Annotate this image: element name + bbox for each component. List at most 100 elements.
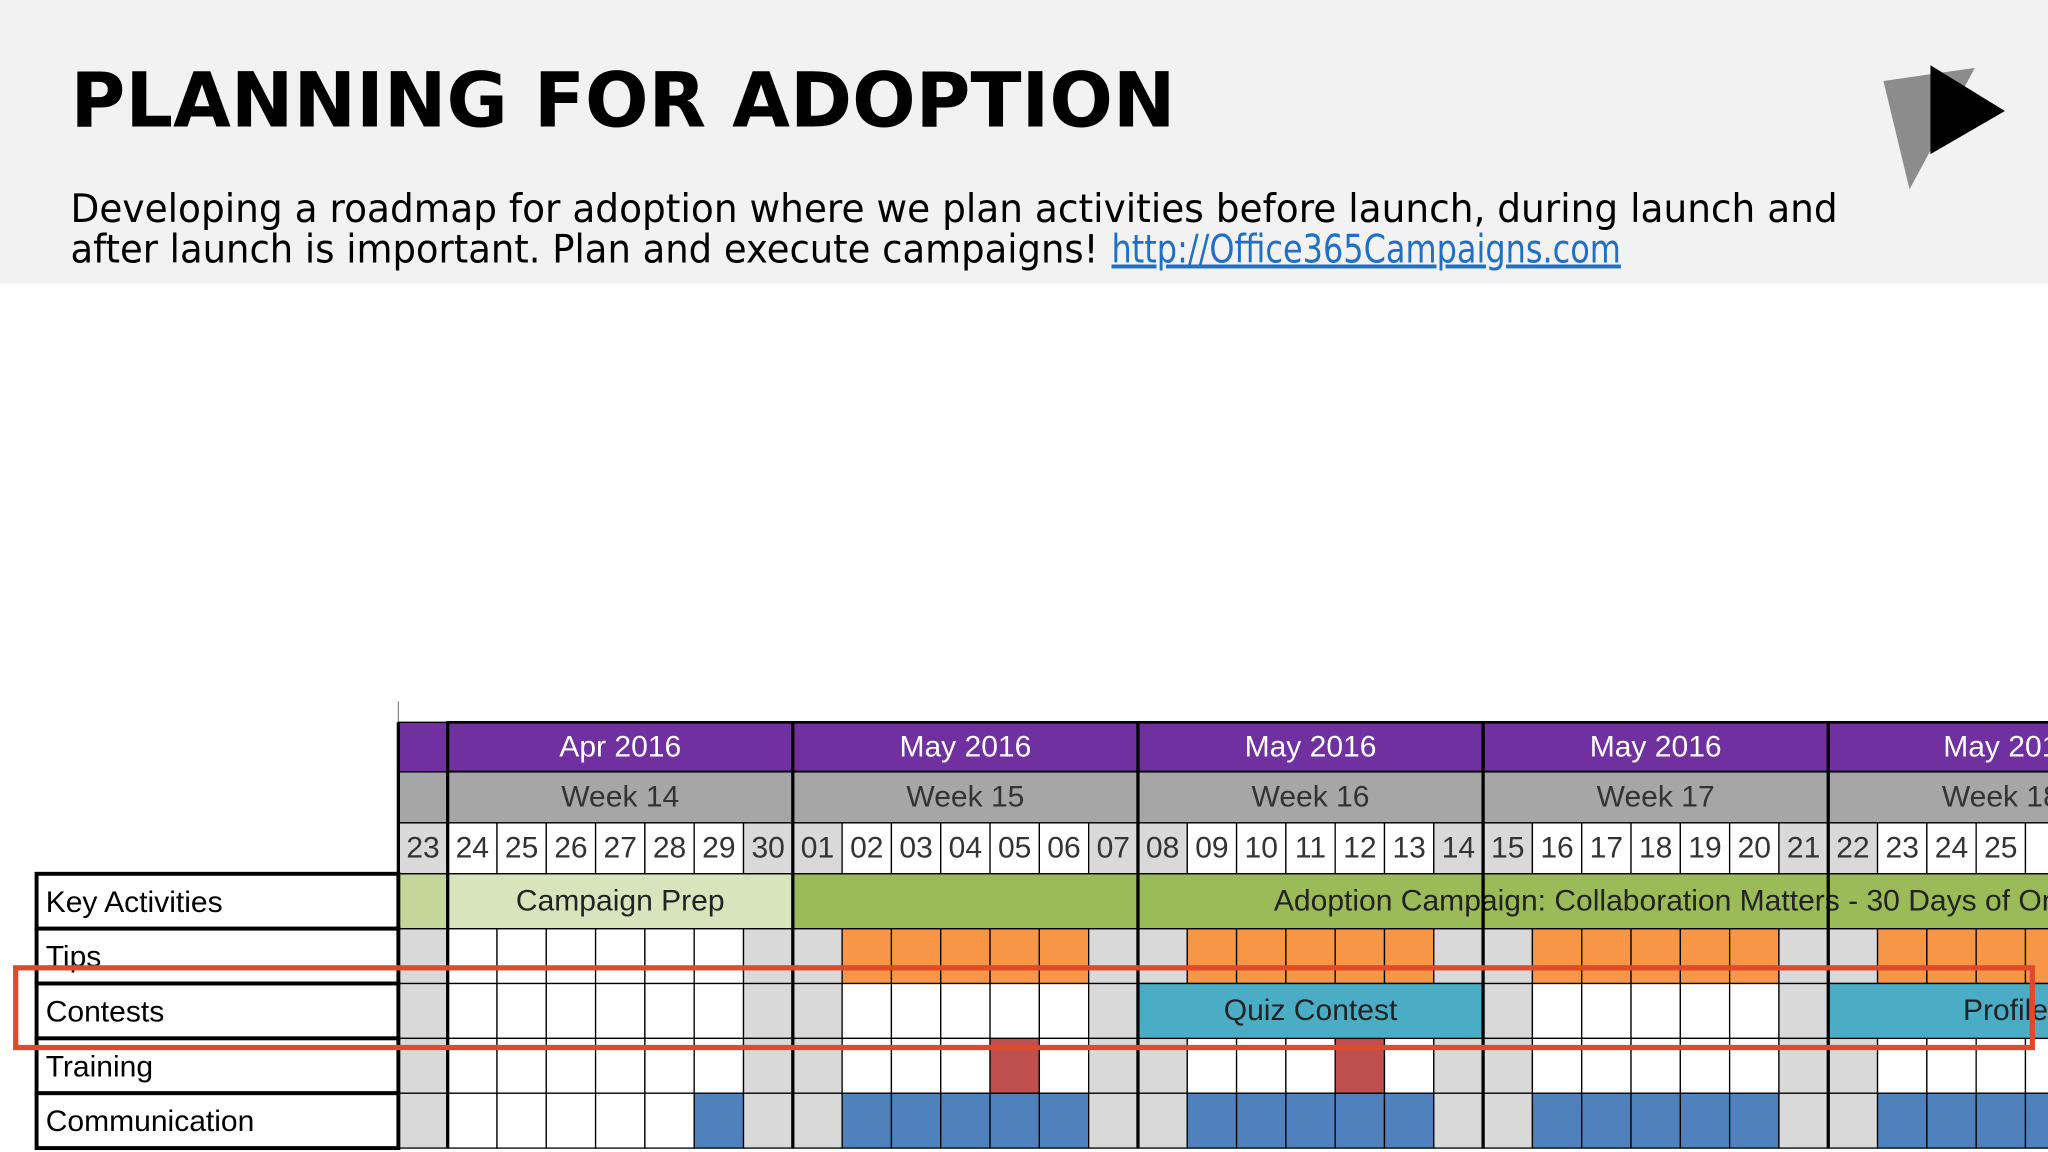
cell [1334,822,1386,875]
cell [1235,927,1287,985]
cell [1235,822,1287,875]
day-label: 26 [554,832,587,865]
cell [1975,822,2027,875]
day-label: 24 [456,832,489,865]
day-label: 20 [1738,832,1771,865]
day-label: 25 [1984,832,2017,865]
cell [594,822,646,875]
day-label: 05 [998,832,1031,865]
bar-label: Campaign Prep [516,884,725,917]
cell [545,822,597,875]
cell [1827,927,1879,985]
cell [545,927,597,985]
cell [1630,982,1681,1040]
month-label: May 2016 [899,730,1031,763]
cell [1433,927,1484,985]
cell [742,927,794,985]
cell [1285,822,1336,875]
cell [940,822,991,875]
cell [1482,927,1534,985]
cell [1531,1092,1583,1149]
cell [1482,1092,1534,1149]
cell [1630,927,1681,985]
day-label: 02 [850,832,883,865]
row-label-cell [34,1091,401,1151]
cell [841,927,893,985]
week-label: Week 15 [906,781,1024,814]
cell [644,982,695,1040]
cell [1679,1092,1731,1149]
activity-bar [792,873,2048,930]
row-label: Key Activities [46,886,223,919]
description: Developing a roadmap for adoption where … [71,187,1838,232]
cell [1383,822,1435,875]
bar-label: Profile Con [1963,994,2048,1027]
week-label: Week 18 [1942,781,2048,814]
bar-label: Adoption Campaign: Collaboration Matters… [1274,884,2048,917]
week-label: Week 16 [1252,781,1370,814]
day-label: 24 [1935,832,1968,865]
cell [496,1092,547,1149]
day-label: 17 [1590,832,1623,865]
cell [989,1092,1040,1149]
month-label: May 2016 [1245,730,1377,763]
cell [1728,982,1780,1040]
cell [1285,1092,1336,1149]
cell [1926,1092,1977,1149]
cell [1531,927,1583,985]
cell [1482,982,1534,1040]
cell [989,927,1040,985]
cell [890,982,942,1040]
cell [890,927,942,985]
cell [742,1092,794,1149]
cell [2024,1037,2048,1094]
day-label: 29 [702,832,735,865]
cell [397,982,449,1040]
week-cell [397,771,449,824]
day-label: 08 [1146,832,1179,865]
highlight [13,965,2035,1051]
day-label: 23 [406,832,439,865]
cell [1728,927,1780,985]
cell [1038,982,1090,1040]
cell [1038,927,1090,985]
cell [742,982,794,1040]
activity-bar [1137,982,1484,1040]
cell [1383,927,1435,985]
row-label: Training [46,1050,153,1083]
cell [496,982,547,1040]
cell [397,927,449,985]
cell [1137,1092,1188,1149]
day-label: 22 [1836,832,1869,865]
week-cell [1137,771,1484,824]
cell [1778,1092,1829,1149]
day-label: 04 [949,832,982,865]
day-label: 10 [1245,832,1278,865]
cell [397,873,449,930]
link[interactable]: http://Office365Campaigns.com [1112,228,1621,273]
day-label: 15 [1491,832,1524,865]
cell [1137,822,1188,875]
cell [1926,927,1977,985]
cell [1827,1092,1879,1149]
month-cell [397,721,449,773]
cell [1186,1092,1238,1149]
cell [447,1092,498,1149]
cell [841,1092,893,1149]
cell [1679,982,1731,1040]
cell [594,927,646,985]
cell [1088,927,1139,985]
bar-label: Quiz Contest [1224,994,1398,1027]
activity-bar [447,873,794,930]
day-label: 12 [1343,832,1376,865]
cell [644,822,695,875]
cell [594,1092,646,1149]
cell [1334,927,1386,985]
cell [1088,982,1139,1040]
description: after launch is important. Plan and exec… [71,228,1099,273]
day-label: 27 [604,832,637,865]
week-label: Week 14 [561,781,679,814]
cell [1630,1092,1681,1149]
cell [1235,1092,1287,1149]
activity-bar [1827,982,2048,1040]
